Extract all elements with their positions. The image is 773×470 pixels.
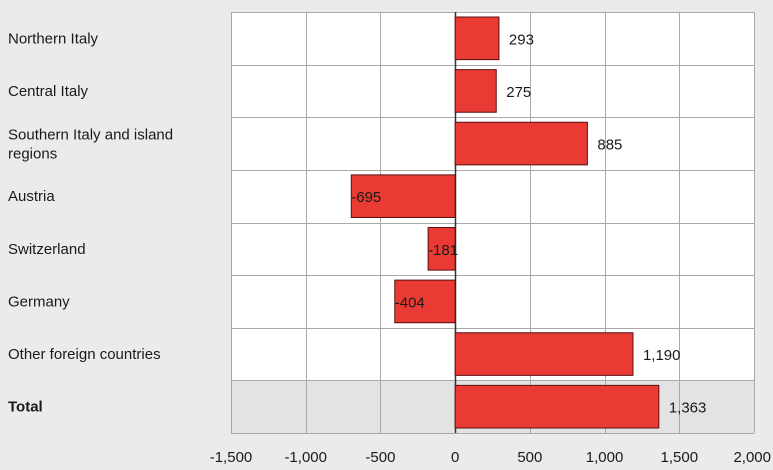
x-tick-label: 1,000	[586, 449, 624, 466]
x-tick-label: 2,000	[733, 449, 771, 466]
bar	[427, 227, 456, 271]
bar-value-label: 275	[506, 84, 531, 101]
bar-value-label: 885	[597, 137, 622, 154]
bar	[350, 174, 456, 218]
x-tick-label: 1,500	[661, 449, 699, 466]
bar-value-label: -695	[351, 189, 381, 206]
bar-value-label: 293	[509, 31, 534, 48]
category-label: Austria	[8, 188, 55, 205]
bar-value-label: -404	[395, 294, 425, 311]
bar	[454, 69, 497, 113]
category-label: Northern Italy	[8, 30, 99, 47]
bar	[394, 279, 456, 324]
labels-group: 293 Northern Italy 275 Central Italy 885 Sout…	[8, 30, 771, 466]
bar-value-label: -181	[428, 242, 458, 259]
bar	[454, 121, 588, 166]
x-tick-label: -1,000	[284, 449, 327, 466]
bars-group	[350, 16, 660, 429]
bar	[454, 332, 634, 376]
category-label: Other foreign countries	[8, 346, 161, 363]
bar	[454, 16, 500, 61]
category-label: Germany	[8, 293, 70, 310]
x-tick-label: 0	[451, 449, 459, 466]
category-label: Central Italy	[8, 83, 89, 100]
x-tick-label: -1,500	[210, 449, 253, 466]
bar-value-label: 1,363	[669, 400, 707, 417]
category-label: Total	[8, 399, 43, 416]
category-label: Switzerland	[8, 241, 86, 258]
x-tick-label: -500	[365, 449, 395, 466]
bar	[454, 384, 660, 429]
bar-value-label: 1,190	[643, 347, 681, 364]
category-label: Southern Italy and island regions	[8, 127, 173, 163]
x-tick-label: 500	[517, 449, 542, 466]
